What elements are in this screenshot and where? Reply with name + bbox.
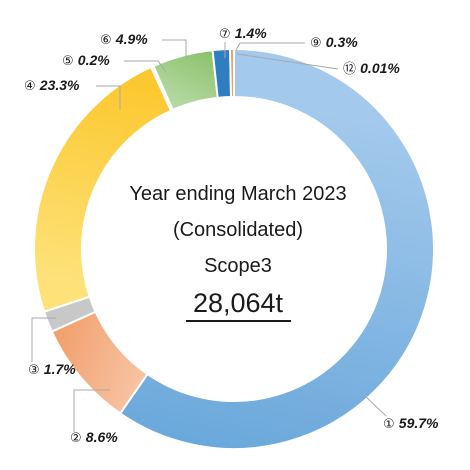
slice-label-9: ⑫ 0.01% <box>343 60 400 77</box>
slice-label-6: ⑥ 4.9% <box>100 31 148 48</box>
slice-labels: ① 59.7% ② 8.6% ③ 1.7% ④ 23.3% ⑤ 0.2% ⑥ 4.9% ⑦ … <box>24 25 439 446</box>
slice-label-7: ⑦ 1.4% <box>219 25 267 42</box>
slice-percent: 1.4% <box>235 25 267 41</box>
leader-line-1 <box>361 392 387 417</box>
chart-scope: Scope3 <box>204 255 272 277</box>
slices-group <box>33 47 435 450</box>
slice-percent: 23.3% <box>39 77 80 93</box>
slice-percent: 4.9% <box>115 31 148 47</box>
slice-percent: 0.3% <box>326 34 358 50</box>
slice-label-2: ② 8.6% <box>70 429 118 446</box>
slice-label-3: ③ 1.7% <box>28 361 76 378</box>
slice-percent: 0.01% <box>360 60 400 76</box>
slice-marker: ⑫ <box>343 62 360 77</box>
slice-percent: 59.7% <box>399 415 439 431</box>
chart-title: Year ending March 2023 <box>129 183 346 205</box>
slice-marker: ⑥ <box>100 33 116 48</box>
slice-marker: ② <box>70 431 86 446</box>
slice-marker: ⑦ <box>219 27 235 42</box>
slice-label-4: ④ 23.3% <box>24 77 80 94</box>
slice-marker: ⑨ <box>310 36 326 51</box>
leader-line-4 <box>96 85 121 110</box>
leader-line-5 <box>124 60 167 73</box>
slice-marker: ⑤ <box>62 54 78 69</box>
chart-total: 28,064t <box>193 288 284 318</box>
slice-percent: 0.2% <box>78 52 110 68</box>
slice-marker: ③ <box>28 363 44 378</box>
slice-1 <box>118 47 435 450</box>
leader-line-2 <box>73 389 110 432</box>
leader-line-9 <box>236 53 339 70</box>
slice-label-8: ⑨ 0.3% <box>310 34 358 51</box>
leader-line-6 <box>162 39 187 58</box>
slice-label-5: ⑤ 0.2% <box>62 52 110 69</box>
leader-line-8 <box>235 42 305 51</box>
slice-marker: ④ <box>24 79 40 94</box>
slice-marker: ① <box>383 417 399 432</box>
leader-line-3 <box>31 317 56 362</box>
slice-percent: 1.7% <box>44 361 76 377</box>
slice-percent: 8.6% <box>86 429 118 445</box>
leader-lines <box>31 39 387 432</box>
chart-subtitle: (Consolidated) <box>173 219 303 241</box>
slice-label-1: ① 59.7% <box>383 415 439 432</box>
